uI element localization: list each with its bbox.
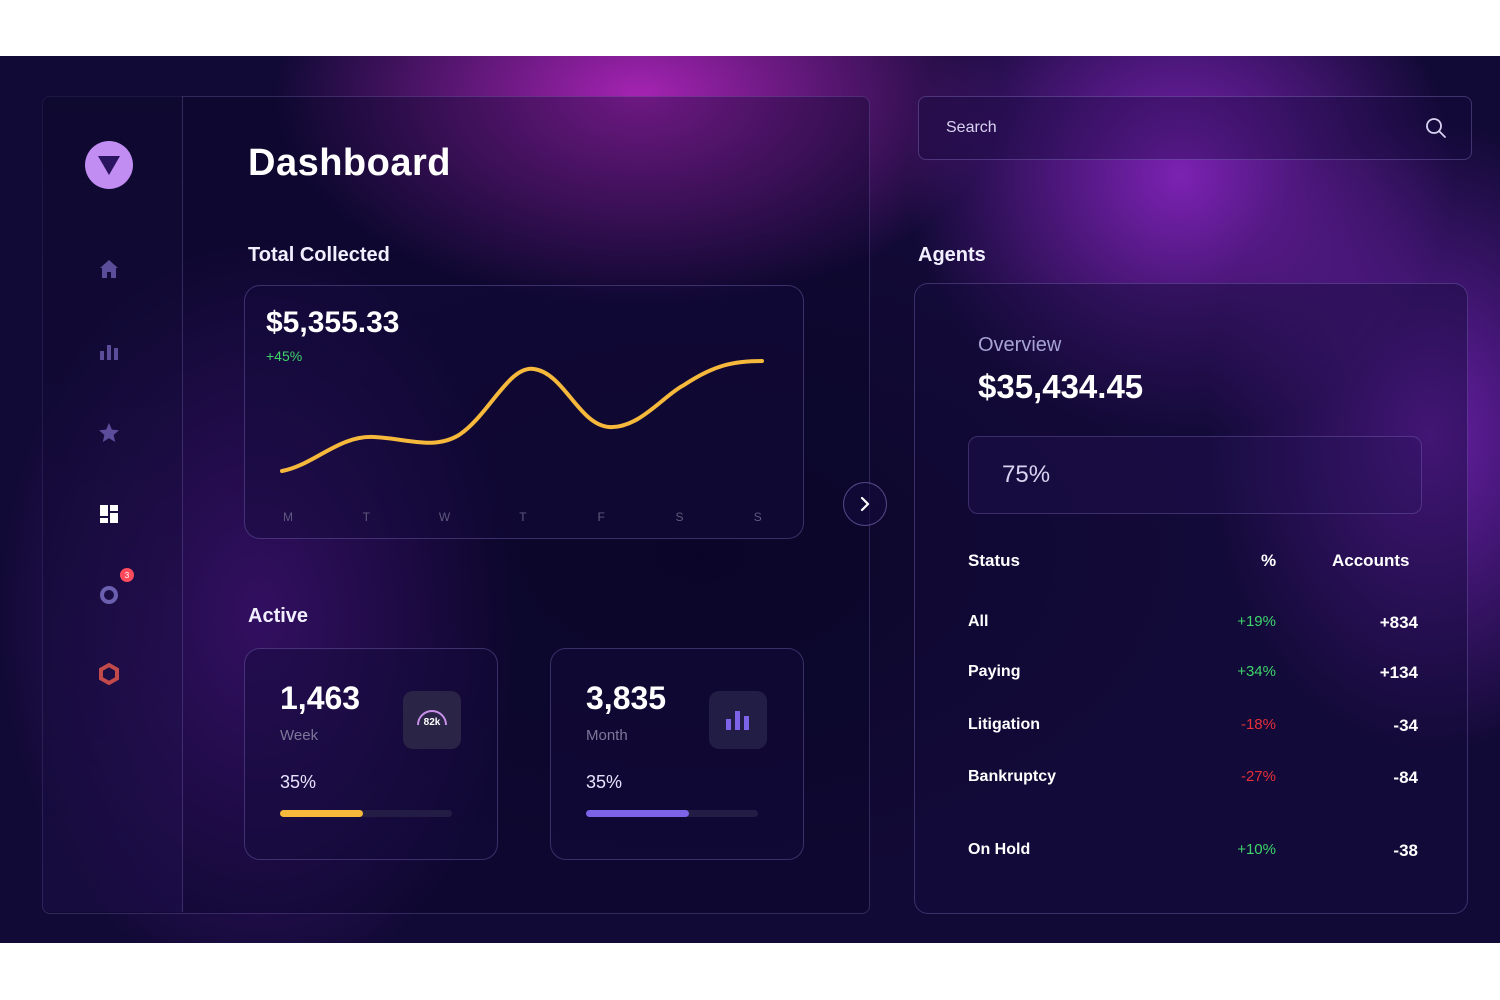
active-month-percent: 35%	[586, 772, 623, 792]
row-accounts: +834	[1379, 613, 1418, 632]
day-label: F	[598, 510, 605, 524]
active-week-progress-fill	[280, 810, 363, 817]
row-percent: +19%	[1237, 613, 1276, 630]
row-percent: -18%	[1240, 716, 1276, 733]
ring-icon[interactable]	[96, 582, 122, 608]
total-collected-card	[244, 285, 804, 539]
row-status: Litigation	[968, 716, 1040, 733]
row-status: All	[968, 613, 989, 630]
search-icon[interactable]	[1424, 116, 1448, 140]
total-collected-change: +45%	[266, 348, 303, 364]
table-row[interactable]: On Hold +10% -38	[968, 841, 1418, 865]
dashboard-icon[interactable]	[96, 501, 122, 527]
active-month-card[interactable]	[550, 648, 804, 860]
chevron-right-icon	[860, 496, 870, 512]
overview-label: Overview	[978, 334, 1062, 356]
overview-amount: $35,434.45	[978, 368, 1144, 405]
star-icon[interactable]	[96, 420, 122, 446]
next-arrow-button[interactable]	[843, 482, 887, 526]
row-accounts: +134	[1379, 663, 1418, 682]
total-collected-label: Total Collected	[248, 244, 390, 266]
row-status: On Hold	[968, 841, 1031, 858]
day-label: W	[439, 510, 451, 524]
active-week-card[interactable]	[244, 648, 498, 860]
active-week-percent: 35%	[280, 772, 317, 792]
home-icon[interactable]	[96, 256, 122, 282]
active-month-progress	[586, 810, 758, 817]
trend-line	[280, 359, 764, 473]
row-accounts: -84	[1393, 768, 1418, 787]
gauge-icon: 82k	[417, 710, 447, 728]
bar-chart-icon	[726, 711, 749, 730]
app-window: 3 Dashboard Total Collected $5,355.33 +4…	[0, 56, 1500, 943]
agents-label: Agents	[918, 244, 986, 266]
row-status: Paying	[968, 663, 1021, 680]
active-month-period: Month	[586, 727, 628, 744]
active-week-progress	[280, 810, 452, 817]
active-month-value: 3,835	[586, 680, 667, 716]
page-title: Dashboard	[248, 142, 451, 184]
total-collected-amount: $5,355.33	[266, 306, 400, 339]
search-input[interactable]: Search	[946, 119, 997, 136]
gauge-badge: 82k	[403, 691, 461, 749]
table-row[interactable]: All +19% +834	[968, 613, 1418, 637]
active-week-period: Week	[280, 727, 319, 744]
bars-badge	[709, 691, 767, 749]
row-accounts: -34	[1393, 716, 1418, 735]
row-percent: -27%	[1240, 768, 1276, 785]
bar-chart-icon[interactable]	[96, 338, 122, 364]
logo[interactable]	[85, 141, 133, 189]
notification-badge: 3	[120, 568, 134, 582]
search-bar[interactable]	[918, 96, 1472, 160]
day-label: T	[519, 510, 527, 524]
active-label: Active	[248, 605, 309, 627]
day-label: T	[363, 510, 371, 524]
table-row[interactable]: Paying +34% +134	[968, 663, 1418, 687]
overview-percent: 75%	[1002, 461, 1051, 488]
status-header[interactable]: Status	[968, 551, 1020, 570]
agents-card	[914, 283, 1468, 914]
gauge-value: 82k	[424, 717, 441, 728]
active-month-progress-fill	[586, 810, 690, 817]
table-row[interactable]: Litigation -18% -34	[968, 716, 1418, 740]
percent-header[interactable]: %	[1261, 551, 1277, 570]
row-percent: +34%	[1237, 663, 1276, 680]
table-row[interactable]: Bankruptcy -27% -84	[968, 768, 1418, 792]
day-label: M	[283, 510, 293, 524]
active-week-value: 1,463	[280, 680, 361, 716]
overview-percent-box	[968, 436, 1422, 514]
row-status: Bankruptcy	[968, 768, 1057, 785]
hexagon-icon[interactable]	[96, 661, 122, 687]
row-percent: +10%	[1237, 841, 1276, 858]
day-label: S	[754, 510, 762, 524]
accounts-header[interactable]: Accounts	[1332, 551, 1410, 570]
row-accounts: -38	[1393, 841, 1418, 860]
sidebar	[42, 96, 183, 912]
day-label: S	[675, 510, 683, 524]
